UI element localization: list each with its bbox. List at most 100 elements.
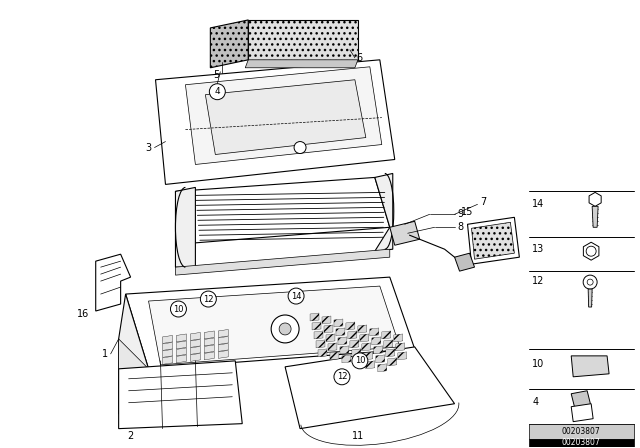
Polygon shape xyxy=(386,349,395,357)
Polygon shape xyxy=(177,355,186,363)
Circle shape xyxy=(334,369,350,385)
Polygon shape xyxy=(472,222,515,259)
Polygon shape xyxy=(376,355,385,363)
Polygon shape xyxy=(352,349,361,357)
Polygon shape xyxy=(584,242,599,260)
Polygon shape xyxy=(334,319,343,327)
Polygon shape xyxy=(148,286,400,365)
Polygon shape xyxy=(218,344,228,351)
Circle shape xyxy=(170,301,186,317)
Polygon shape xyxy=(588,289,592,307)
Polygon shape xyxy=(394,334,403,342)
Circle shape xyxy=(288,288,304,304)
Polygon shape xyxy=(382,331,391,339)
Polygon shape xyxy=(370,328,379,336)
Polygon shape xyxy=(342,355,351,363)
Circle shape xyxy=(209,84,225,100)
Polygon shape xyxy=(374,346,383,354)
Polygon shape xyxy=(468,217,520,264)
Polygon shape xyxy=(338,337,347,345)
Polygon shape xyxy=(314,331,323,339)
Polygon shape xyxy=(572,391,591,410)
Polygon shape xyxy=(204,331,214,339)
Polygon shape xyxy=(118,294,148,414)
Polygon shape xyxy=(529,424,634,439)
Polygon shape xyxy=(175,244,191,267)
Polygon shape xyxy=(378,364,387,372)
Polygon shape xyxy=(205,80,366,155)
Polygon shape xyxy=(592,207,598,227)
Polygon shape xyxy=(175,249,390,275)
Text: 4: 4 xyxy=(532,397,538,407)
Polygon shape xyxy=(191,353,200,362)
Polygon shape xyxy=(204,345,214,353)
Polygon shape xyxy=(396,343,404,351)
Polygon shape xyxy=(350,340,359,348)
Polygon shape xyxy=(191,346,200,354)
Polygon shape xyxy=(175,187,195,267)
Text: 10: 10 xyxy=(173,305,184,314)
Polygon shape xyxy=(316,340,325,348)
Text: 16: 16 xyxy=(77,309,89,319)
Polygon shape xyxy=(397,352,407,360)
Polygon shape xyxy=(204,352,214,360)
Polygon shape xyxy=(310,313,319,321)
Circle shape xyxy=(271,315,299,343)
Text: 14: 14 xyxy=(532,199,545,209)
Polygon shape xyxy=(390,221,420,245)
Polygon shape xyxy=(529,439,634,447)
Polygon shape xyxy=(96,254,131,311)
Text: 4: 4 xyxy=(214,87,220,96)
Circle shape xyxy=(200,291,216,307)
Text: 1: 1 xyxy=(102,349,108,359)
Polygon shape xyxy=(362,343,371,351)
Polygon shape xyxy=(322,316,331,324)
Polygon shape xyxy=(330,352,339,360)
Polygon shape xyxy=(248,20,358,60)
Polygon shape xyxy=(191,340,200,347)
Polygon shape xyxy=(204,338,214,346)
Text: 12: 12 xyxy=(532,276,545,286)
Polygon shape xyxy=(312,322,321,330)
Polygon shape xyxy=(375,173,393,251)
Polygon shape xyxy=(175,177,390,244)
Polygon shape xyxy=(245,60,358,68)
Polygon shape xyxy=(191,332,200,340)
Polygon shape xyxy=(589,192,601,207)
Polygon shape xyxy=(118,361,243,429)
Polygon shape xyxy=(328,343,337,351)
Polygon shape xyxy=(572,404,593,422)
Circle shape xyxy=(587,279,593,285)
Polygon shape xyxy=(348,331,357,339)
Polygon shape xyxy=(336,328,345,336)
Polygon shape xyxy=(324,325,333,333)
Polygon shape xyxy=(346,322,355,330)
Polygon shape xyxy=(318,349,327,357)
Polygon shape xyxy=(177,334,186,342)
Text: 8: 8 xyxy=(458,222,463,232)
Text: 14: 14 xyxy=(291,292,301,301)
Polygon shape xyxy=(358,325,367,333)
Text: 9: 9 xyxy=(458,209,463,220)
Polygon shape xyxy=(366,361,375,369)
Polygon shape xyxy=(218,336,228,345)
Circle shape xyxy=(586,246,596,256)
Polygon shape xyxy=(156,60,395,185)
Polygon shape xyxy=(218,329,228,337)
Polygon shape xyxy=(163,356,172,364)
Text: 2: 2 xyxy=(127,431,134,441)
Polygon shape xyxy=(340,346,349,354)
Polygon shape xyxy=(285,347,454,429)
Polygon shape xyxy=(388,358,397,366)
Text: 00203807: 00203807 xyxy=(562,427,600,436)
Text: 10: 10 xyxy=(532,359,545,369)
Circle shape xyxy=(294,142,306,154)
Polygon shape xyxy=(384,340,393,348)
Polygon shape xyxy=(211,20,248,68)
Polygon shape xyxy=(163,336,172,344)
Circle shape xyxy=(583,275,597,289)
Polygon shape xyxy=(372,337,381,345)
Circle shape xyxy=(279,323,291,335)
Polygon shape xyxy=(572,356,609,377)
Text: 15: 15 xyxy=(461,207,474,217)
